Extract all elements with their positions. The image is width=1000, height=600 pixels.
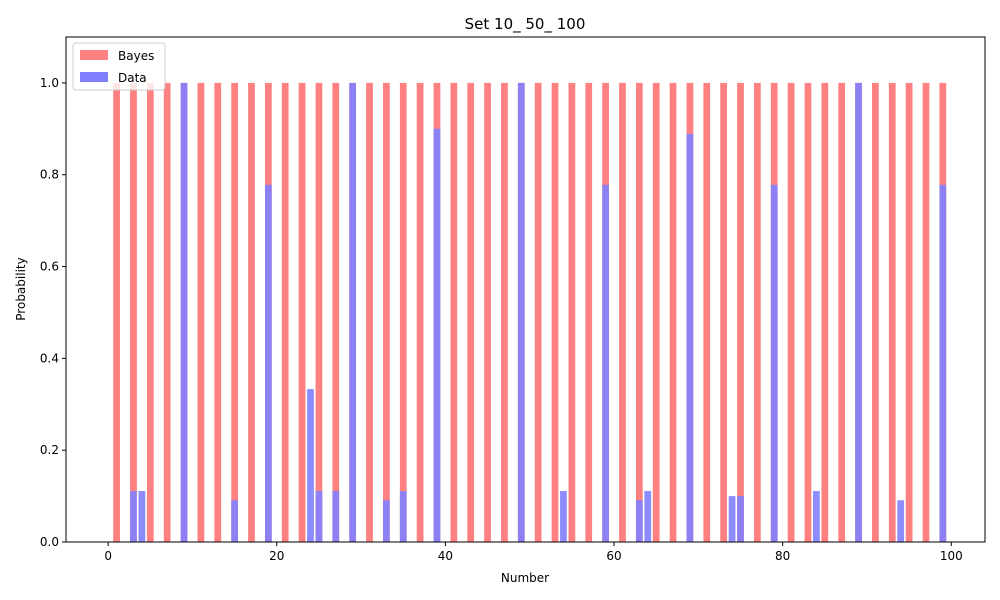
bayes-bar-23 [298, 82, 306, 542]
x-axis: 0 20 40 60 80 100 [104, 542, 963, 563]
bayes-bar-3 [130, 82, 137, 542]
bayes-bar-37 [416, 82, 424, 542]
bayes-bar-25 [315, 82, 323, 542]
bayes-bar-21 [281, 82, 289, 542]
y-tick-label-0.8: 0.8 [40, 168, 59, 182]
bayes-bar-93 [888, 82, 896, 542]
bayes-bar-95 [905, 82, 913, 542]
y-tick-label-0.6: 0.6 [40, 260, 59, 274]
bayes-bar-51 [534, 82, 542, 542]
bayes-bar-7 [163, 82, 171, 542]
bayes-bar-63 [635, 82, 643, 542]
chart-title: Set 10_ 50_ 100 [465, 15, 586, 34]
y-tick-label-1.0: 1.0 [40, 76, 59, 90]
bayes-bar-13 [214, 82, 222, 542]
bayes-bar-91 [872, 82, 879, 542]
data-bar-89 [855, 82, 862, 542]
data-bar-49 [517, 82, 525, 542]
bayes-bar-27 [332, 82, 340, 542]
data-bar-24 [307, 389, 314, 542]
data-bar-59 [602, 184, 609, 542]
y-axis: 0.0 0.2 0.4 0.6 0.8 1.0 [40, 76, 66, 549]
y-tick-label-0.2: 0.2 [40, 443, 59, 457]
data-bar-35 [399, 491, 407, 542]
y-tick-label-0.4: 0.4 [40, 351, 59, 365]
x-tick-label-100: 100 [940, 549, 963, 563]
x-tick-label-20: 20 [269, 549, 284, 563]
bayes-bar-77 [753, 82, 761, 542]
plot-frame [65, 36, 986, 543]
x-tick-label-80: 80 [775, 549, 790, 563]
bayes-bar-47 [501, 82, 508, 542]
x-axis-label: Number [501, 571, 549, 585]
x-tick-label-40: 40 [438, 549, 453, 563]
bayes-bar-83 [804, 82, 812, 542]
bayes-bar-5 [146, 82, 154, 542]
bayes-bar-55 [568, 82, 576, 542]
data-bar-94 [897, 500, 905, 542]
data-bar-9 [180, 82, 188, 542]
legend-label-bayes: Bayes [118, 49, 154, 63]
data-bar-19 [264, 184, 272, 542]
x-tick-label-60: 60 [606, 549, 621, 563]
x-tick-label-0: 0 [104, 549, 112, 563]
bayes-bar-17 [248, 82, 255, 542]
data-bar-4 [138, 491, 146, 542]
data-bar-15 [231, 500, 238, 542]
bayes-bar-45 [484, 82, 491, 542]
bayes-bar-31 [366, 82, 373, 542]
data-bar-54 [560, 491, 567, 542]
data-bar-75 [737, 496, 744, 542]
data-bar-79 [770, 184, 778, 542]
bayes-bar-43 [467, 82, 475, 542]
bayes-bar-75 [737, 82, 744, 542]
bayes-bar-71 [703, 82, 711, 542]
data-bar-39 [433, 128, 441, 542]
legend-swatch-data [80, 72, 108, 82]
data-bar-99 [939, 184, 947, 542]
data-bar-25 [315, 491, 323, 542]
data-bar-64 [644, 491, 652, 542]
bayes-bar-65 [652, 82, 660, 542]
data-bar-63 [635, 500, 643, 542]
bayes-bar-1 [113, 82, 120, 542]
legend-label-data: Data [118, 71, 147, 85]
data-bar-84 [813, 491, 820, 542]
data-bar-27 [332, 491, 340, 542]
bayes-bar-41 [450, 82, 458, 542]
data-bar-69 [686, 133, 694, 543]
bayes-bar-35 [399, 82, 407, 542]
bayes-bar-61 [619, 82, 626, 542]
y-axis-label: Probability [14, 257, 28, 320]
data-bar-33 [383, 500, 390, 542]
data-bar-3 [130, 491, 137, 542]
bayes-bar-85 [821, 82, 829, 542]
data-bar-74 [728, 496, 736, 542]
bayes-bar-67 [669, 82, 677, 542]
bayes-bar-73 [720, 82, 728, 542]
bayes-bar-53 [551, 82, 559, 542]
bayes-bar-15 [231, 82, 238, 542]
bayes-bars [113, 82, 947, 542]
bayes-bar-11 [197, 82, 205, 542]
data-bar-29 [349, 82, 357, 542]
bayes-bar-97 [922, 82, 930, 542]
bayes-bar-87 [838, 82, 846, 542]
legend-swatch-bayes [80, 50, 108, 60]
bayes-bar-57 [585, 82, 593, 542]
y-tick-label-0.0: 0.0 [40, 535, 59, 549]
data-bars [130, 82, 947, 543]
legend: Bayes Data [72, 42, 166, 91]
bayes-bar-81 [787, 82, 795, 542]
bayes-bar-33 [383, 82, 390, 542]
